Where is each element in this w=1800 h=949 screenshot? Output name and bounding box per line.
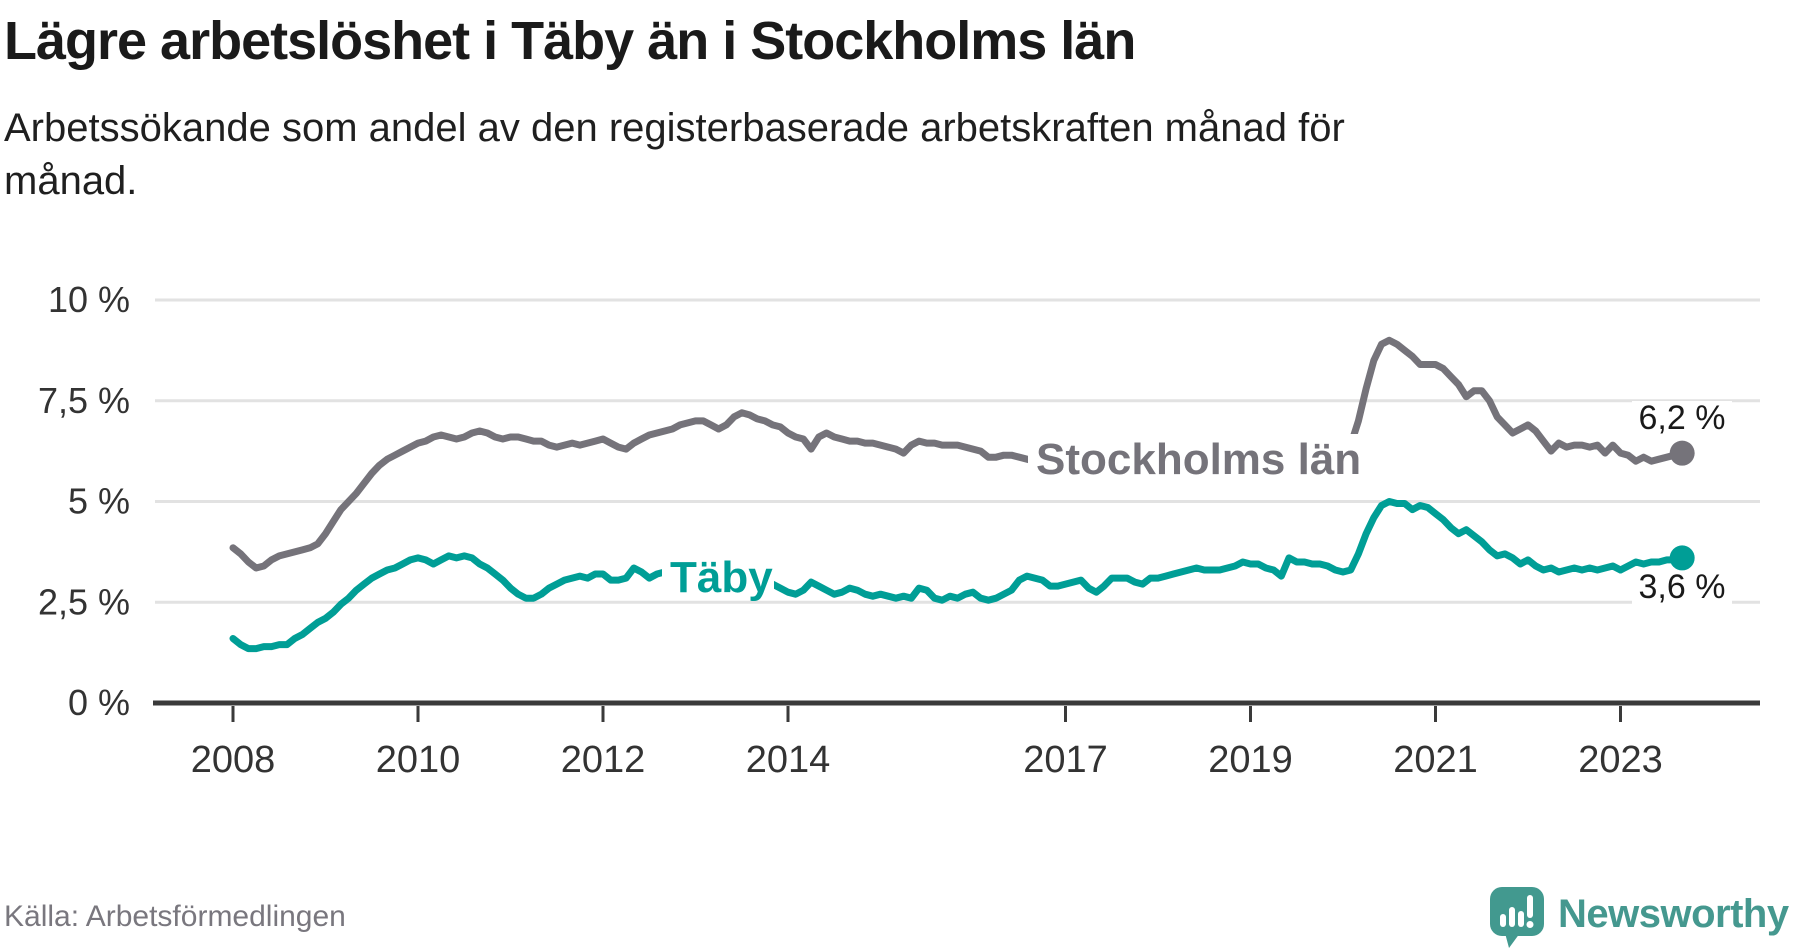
y-axis-label-10: 10 %: [48, 279, 130, 320]
end-dot-taby: [1669, 545, 1695, 571]
series-label-mask-1: [662, 552, 774, 598]
x-axis-label-2019: 2019: [1208, 739, 1293, 781]
logo-bubble-tail: [1505, 933, 1520, 948]
end-value-label-taby: 3,6 %: [1639, 568, 1726, 606]
logo-bar-3: [1518, 911, 1524, 927]
logo-bar-2: [1509, 907, 1515, 927]
x-axis-label-2023: 2023: [1578, 739, 1663, 781]
y-axis-label-0: 0 %: [68, 682, 130, 723]
logo-exclamation-dot: [1526, 921, 1534, 928]
end-label-mask-1: [1632, 572, 1732, 605]
y-axis-label-2.5: 2,5 %: [38, 581, 130, 622]
series-line-stockholms-lan: [229, 336, 1686, 572]
end-dot-stockholms-lan: [1669, 440, 1695, 466]
source-attribution: Källa: Arbetsförmedlingen: [4, 900, 346, 933]
x-axis-label-2021: 2021: [1393, 739, 1478, 781]
logo-bar-1: [1500, 914, 1506, 927]
newsworthy-wordmark: Newsworthy: [1558, 892, 1789, 936]
y-axis-label-5: 5 %: [68, 481, 130, 522]
series-line-taby: [229, 498, 1686, 653]
x-axis-label-2014: 2014: [746, 739, 831, 781]
newsworthy-logo-icon: [1490, 887, 1544, 948]
x-axis-label-2012: 2012: [561, 739, 646, 781]
x-axis-label-2010: 2010: [376, 739, 461, 781]
x-axis-label-2017: 2017: [1023, 739, 1108, 781]
logo-exclamation-bar: [1527, 895, 1533, 918]
logo-bubble: [1490, 887, 1544, 936]
y-axis-label-7.5: 7,5 %: [38, 380, 130, 421]
end-value-label-stockholms-lan: 6,2 %: [1639, 399, 1726, 437]
chart-subtitle: Arbetssökande som andel av den registerb…: [4, 106, 1345, 203]
end-label-mask-0: [1632, 401, 1732, 434]
series-label-taby: Täby: [670, 553, 773, 602]
series-label-mask-0: [1028, 434, 1366, 480]
newsworthy-logo[interactable]: Newsworthy: [1489, 886, 1789, 949]
series-label-stockholms-lan: Stockholms län: [1036, 435, 1361, 484]
page-title: Lägre arbetslöshet i Täby än i Stockholm…: [4, 11, 1136, 71]
x-axis-label-2008: 2008: [191, 739, 276, 781]
